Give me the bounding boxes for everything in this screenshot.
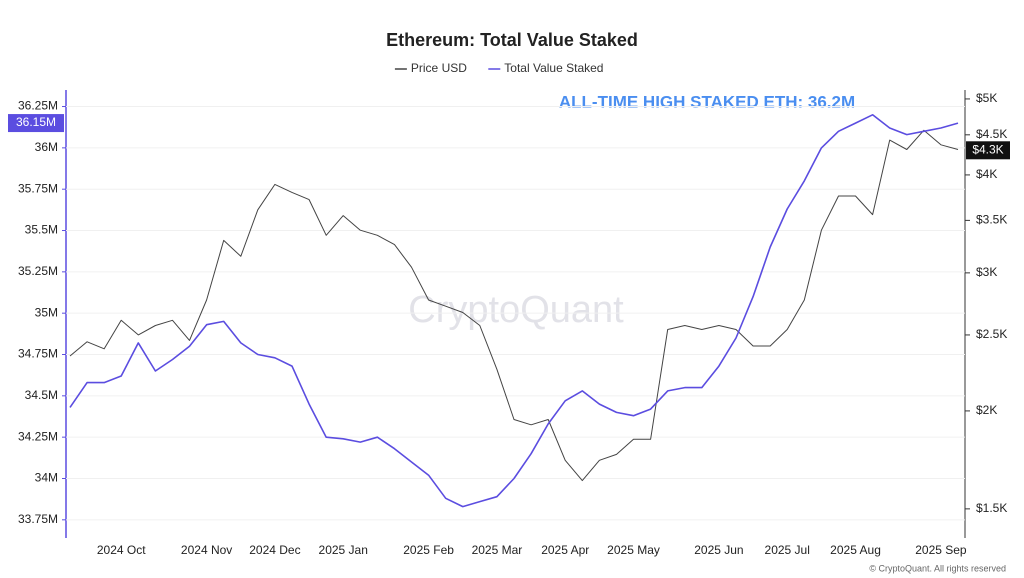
y-tick-label: 36.25M <box>18 99 58 113</box>
x-tick-label: 2024 Oct <box>97 543 146 557</box>
series-line <box>69 114 959 508</box>
x-tick-label: 2025 Apr <box>541 543 589 557</box>
x-tick-label: 2024 Nov <box>181 543 232 557</box>
y-tick-label: 35.75M <box>18 181 58 195</box>
y2-tick-label: $2.5K <box>976 327 1007 341</box>
y2-tick-label: $1.5K <box>976 501 1007 515</box>
current-value-badge <box>8 114 64 133</box>
y-tick-label: 35.25M <box>18 264 58 278</box>
x-tick-label: 2025 Jul <box>765 543 810 557</box>
current-value-label: $4.3K <box>972 142 1003 156</box>
legend-label: Total Value Staked <box>504 61 603 75</box>
x-tick-label: 2025 Feb <box>403 543 454 557</box>
y-tick-label: 34.75M <box>18 347 58 361</box>
x-tick-label: 2025 Jun <box>694 543 743 557</box>
y2-tick-label: $5K <box>976 91 997 105</box>
watermark: CryptoQuant <box>408 289 624 331</box>
y-tick-label: 34M <box>35 471 58 485</box>
y2-tick-label: $2K <box>976 403 997 417</box>
current-value-label: 36.15M <box>16 115 56 129</box>
x-tick-label: 2025 Mar <box>472 543 523 557</box>
legend-label: Price USD <box>411 61 467 75</box>
current-value-badge <box>966 141 1010 160</box>
x-tick-label: 2025 May <box>607 543 660 557</box>
x-tick-label: 2024 Dec <box>249 543 300 557</box>
y-tick-label: 33.75M <box>18 512 58 526</box>
y-tick-label: 35M <box>35 305 58 319</box>
y2-tick-label: $4.5K <box>976 127 1007 141</box>
footer: © CryptoQuant. All rights reserved <box>869 563 1006 573</box>
x-tick-label: 2025 Aug <box>830 543 881 557</box>
y-tick-label: 35.5M <box>25 223 58 237</box>
y-tick-label: 36M <box>35 140 58 154</box>
series-line <box>69 129 959 482</box>
y-tick-label: 34.5M <box>25 388 58 402</box>
y-tick-label: 34.25M <box>18 429 58 443</box>
x-tick-label: 2025 Jan <box>319 543 368 557</box>
y2-tick-label: $3.5K <box>976 213 1007 227</box>
y2-tick-label: $3K <box>976 265 997 279</box>
annotation: ALL-TIME HIGH STAKED ETH: 36.2M <box>559 92 855 111</box>
x-tick-label: 2025 Sep <box>915 543 967 557</box>
y2-tick-label: $4K <box>976 167 997 181</box>
chart-title: Ethereum: Total Value Staked <box>386 30 638 50</box>
